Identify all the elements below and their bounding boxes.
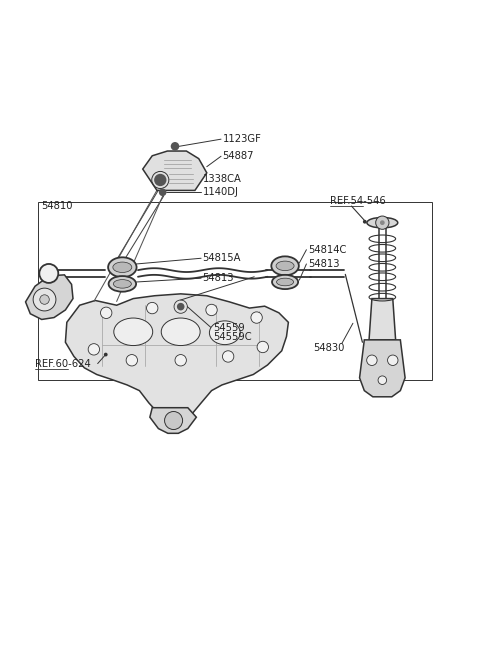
Circle shape bbox=[33, 288, 56, 311]
Ellipse shape bbox=[108, 257, 137, 277]
Circle shape bbox=[206, 304, 217, 316]
Circle shape bbox=[367, 355, 377, 365]
Circle shape bbox=[154, 174, 167, 186]
Polygon shape bbox=[25, 275, 73, 319]
Text: 54810: 54810 bbox=[42, 201, 73, 211]
Ellipse shape bbox=[209, 321, 240, 344]
Text: 54887: 54887 bbox=[222, 152, 254, 161]
Circle shape bbox=[171, 142, 179, 151]
Text: 54813: 54813 bbox=[203, 273, 234, 283]
Circle shape bbox=[387, 355, 398, 365]
Text: REF.54-546: REF.54-546 bbox=[330, 196, 386, 206]
Text: 54559: 54559 bbox=[213, 323, 245, 333]
Circle shape bbox=[363, 220, 367, 224]
Text: 54813: 54813 bbox=[308, 259, 339, 269]
Circle shape bbox=[177, 303, 184, 310]
Text: 54559C: 54559C bbox=[213, 331, 252, 342]
Circle shape bbox=[222, 351, 234, 362]
Ellipse shape bbox=[367, 217, 398, 228]
Circle shape bbox=[100, 307, 112, 319]
Circle shape bbox=[257, 341, 268, 353]
Polygon shape bbox=[143, 151, 207, 190]
Circle shape bbox=[40, 295, 49, 304]
Circle shape bbox=[175, 355, 186, 366]
Circle shape bbox=[126, 355, 137, 366]
Text: 1140DJ: 1140DJ bbox=[203, 188, 239, 197]
Circle shape bbox=[251, 312, 262, 323]
Circle shape bbox=[104, 353, 108, 356]
Ellipse shape bbox=[276, 278, 294, 286]
Ellipse shape bbox=[114, 318, 153, 346]
Ellipse shape bbox=[271, 256, 299, 276]
Circle shape bbox=[146, 302, 158, 314]
Circle shape bbox=[39, 264, 58, 283]
Polygon shape bbox=[360, 340, 405, 397]
Ellipse shape bbox=[113, 279, 132, 288]
Text: 54815A: 54815A bbox=[203, 253, 241, 263]
Ellipse shape bbox=[113, 262, 132, 272]
Circle shape bbox=[165, 411, 182, 430]
Circle shape bbox=[159, 188, 167, 196]
Ellipse shape bbox=[108, 276, 136, 292]
Polygon shape bbox=[369, 298, 396, 340]
Text: 1338CA: 1338CA bbox=[203, 174, 241, 184]
Text: 54830: 54830 bbox=[313, 343, 345, 353]
Circle shape bbox=[378, 376, 386, 384]
Text: 1123GF: 1123GF bbox=[222, 134, 261, 144]
Text: REF.60-624: REF.60-624 bbox=[35, 359, 91, 369]
Circle shape bbox=[380, 220, 384, 225]
Circle shape bbox=[376, 216, 389, 230]
Ellipse shape bbox=[161, 318, 200, 346]
Circle shape bbox=[88, 344, 99, 355]
Ellipse shape bbox=[276, 261, 294, 270]
Ellipse shape bbox=[272, 275, 298, 289]
Text: 54814C: 54814C bbox=[308, 245, 346, 255]
Polygon shape bbox=[150, 408, 196, 434]
Bar bbox=[38, 202, 432, 380]
Polygon shape bbox=[65, 294, 288, 419]
